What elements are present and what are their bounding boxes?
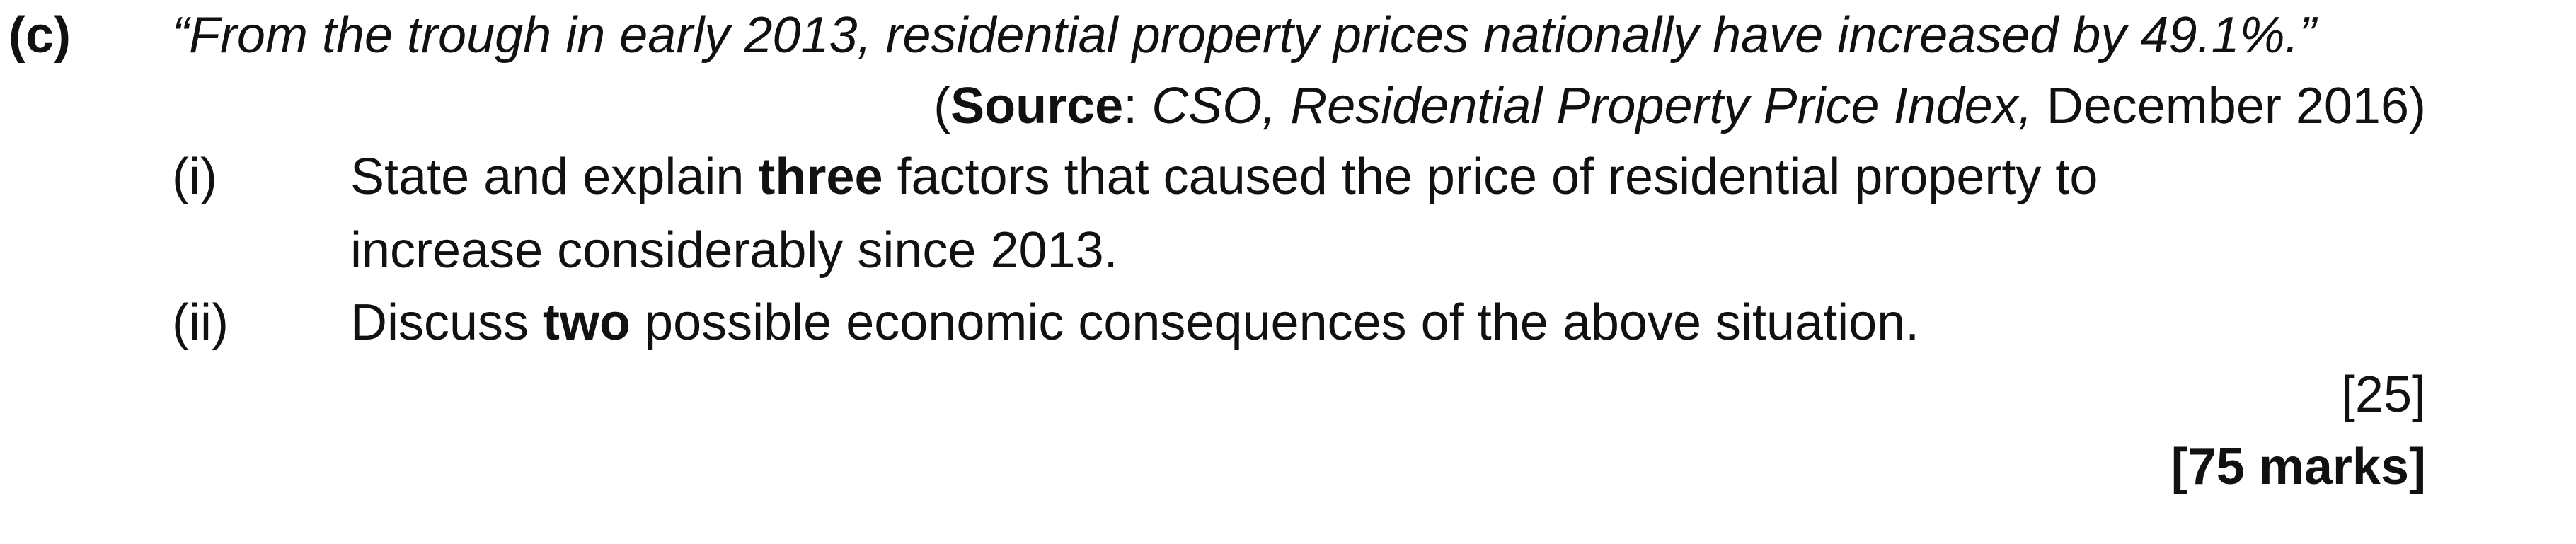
sub-question-text-i: State and explain three factors that cau… — [350, 151, 2098, 202]
sub-question-text-i-continuation: increase considerably since 2013. — [350, 222, 1118, 279]
source-citation: (Source: CSO, Residential Property Price… — [933, 81, 2426, 132]
sub-question-text-ii-after: possible economic consequences of the ab… — [631, 294, 1920, 351]
sub-question-text-ii: Discuss two possible economic consequenc… — [350, 297, 1919, 348]
source-date: December 2016) — [2032, 78, 2426, 134]
source-colon: : — [1123, 78, 1152, 134]
total-marks: [75 marks] — [2170, 439, 2426, 495]
sub-question-emphasis-i: three — [758, 149, 883, 205]
sub-question-text-ii-before: Discuss — [350, 294, 544, 351]
sub-question-marks: [25] — [2340, 366, 2426, 423]
sub-question-text-i-after: factors that caused the price of residen… — [882, 149, 2098, 205]
source-open-paren: ( — [933, 78, 951, 134]
sub-question-text-i-before: State and explain — [350, 149, 759, 205]
sub-question-emphasis-ii: two — [543, 294, 631, 351]
sub-question-number-ii: (ii) — [172, 294, 229, 351]
quote-text: “From the trough in early 2013, resident… — [172, 7, 2316, 64]
source-publication: CSO, Residential Property Price Index, — [1151, 78, 2032, 134]
sub-question-number-i: (i) — [172, 149, 217, 205]
part-label: (c) — [8, 7, 71, 64]
source-label: Source — [950, 78, 1124, 134]
